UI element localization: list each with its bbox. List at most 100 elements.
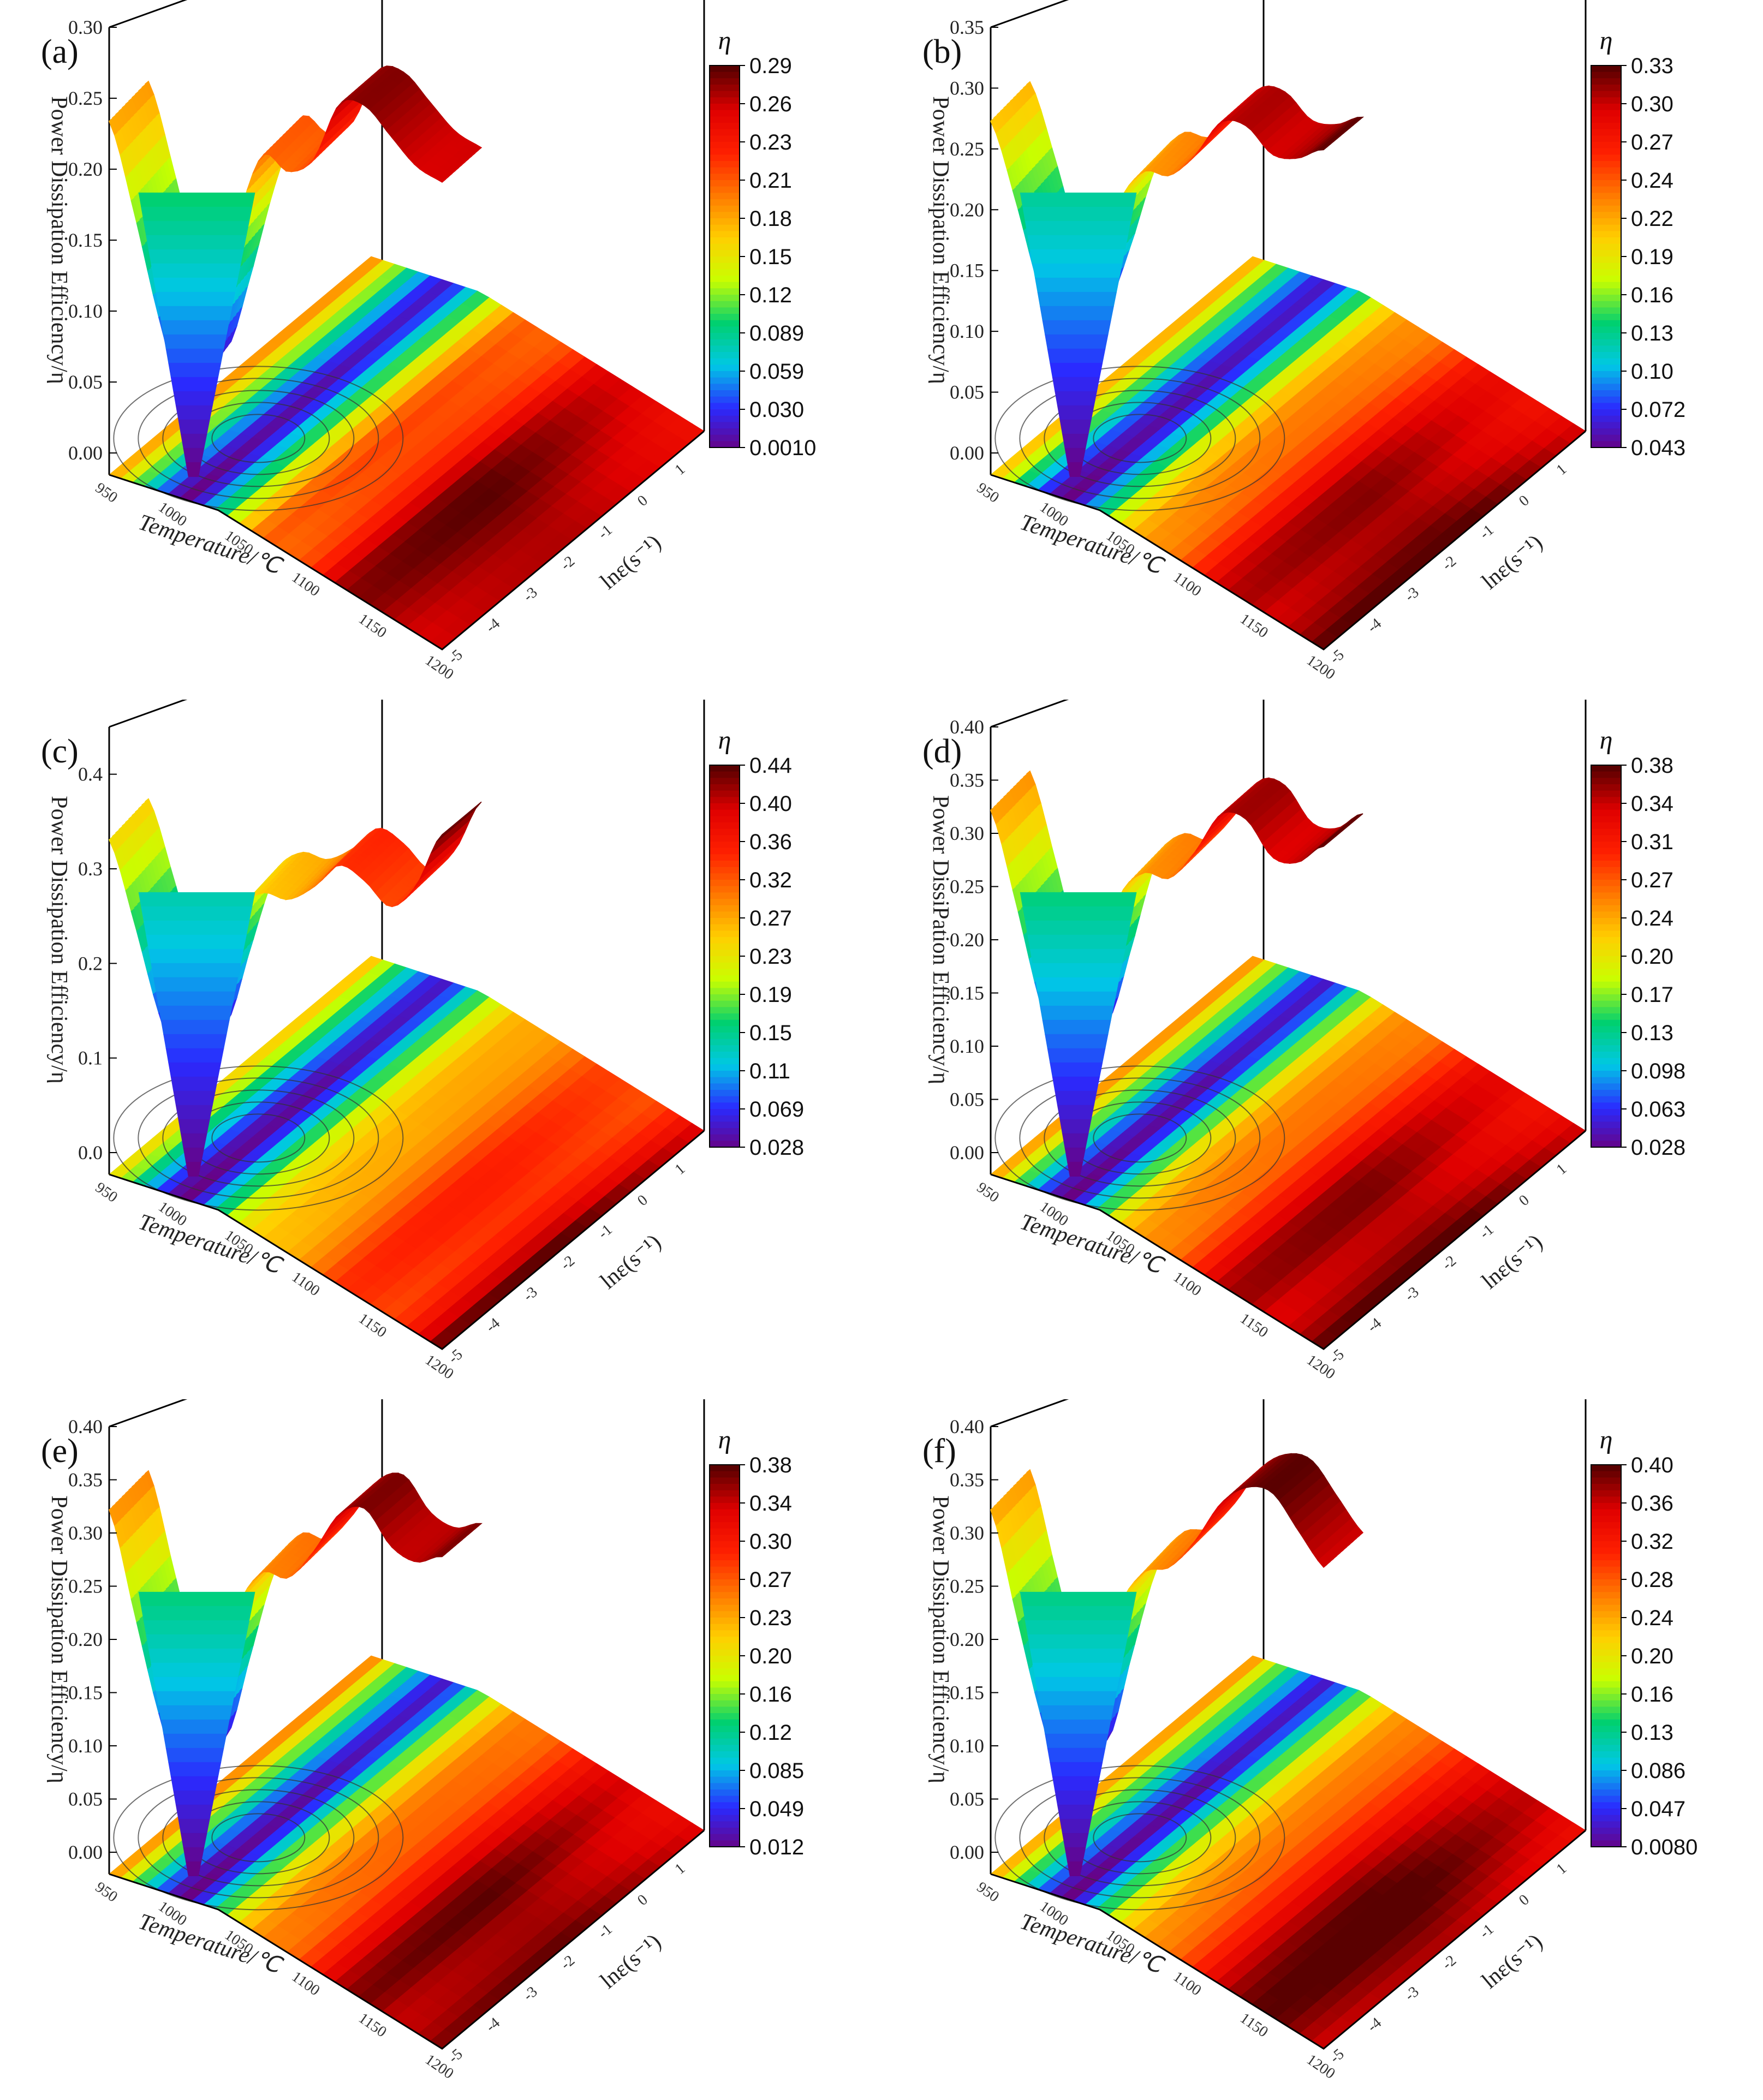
funnel-patch xyxy=(163,334,227,349)
colorbar-tick-label: 0.26 xyxy=(749,92,792,116)
funnel-patch xyxy=(173,391,216,406)
colorbar-segment xyxy=(710,842,740,849)
y-tick-label: -2 xyxy=(1439,553,1460,574)
panel-a: 0.00 0.05 0.10 0.15 0.20 0.25 0.30 Power Dissip… xyxy=(0,0,882,700)
colorbar-tick-label: 0.18 xyxy=(749,207,792,231)
funnel-patch xyxy=(1047,348,1106,363)
z-axis-ticks: 0.000.050.100.150.200.250.300.35 xyxy=(950,16,998,464)
colorbar-segment xyxy=(1591,237,1621,244)
colorbar-tick-label: 0.0010 xyxy=(749,436,816,460)
funnel-patch xyxy=(138,892,255,907)
colorbar-segment xyxy=(710,307,740,314)
funnel-patch xyxy=(1062,433,1089,449)
colorbar-segment xyxy=(710,1071,740,1078)
colorbar-segment xyxy=(710,116,740,123)
y-tick-label: -1 xyxy=(1476,522,1497,543)
z-tick-label: 0.10 xyxy=(68,300,103,322)
funnel-patch xyxy=(141,906,253,921)
colorbar-segment xyxy=(710,365,740,372)
colorbar-segment xyxy=(710,950,740,957)
colorbar-segment xyxy=(710,314,740,321)
colorbar-segment xyxy=(1591,218,1621,225)
colorbar-segment xyxy=(710,212,740,219)
colorbar-segment xyxy=(710,1134,740,1142)
colorbar-segment xyxy=(710,276,740,283)
funnel-patch xyxy=(151,963,241,978)
funnel-patch xyxy=(180,1133,207,1148)
colorbar-segment xyxy=(710,186,740,194)
colorbar-segment xyxy=(1591,441,1621,448)
colorbar-segment xyxy=(710,797,740,804)
colorbar-segment xyxy=(710,861,740,868)
funnel-patch xyxy=(168,1062,222,1077)
colorbar-segment xyxy=(710,930,740,938)
y-tick-label: -1 xyxy=(595,522,616,543)
colorbar-segment xyxy=(1591,262,1621,270)
colorbar-segment xyxy=(710,148,740,156)
contour-line xyxy=(211,1113,306,1163)
contour-line xyxy=(211,414,306,463)
funnel-patch xyxy=(1040,306,1114,321)
colorbar-segment xyxy=(710,409,740,416)
surface-patch xyxy=(472,144,483,151)
x-tick-label: 950 xyxy=(974,479,1002,506)
y-tick-label: -1 xyxy=(595,1221,616,1243)
z-axis-title: Power Dissipation Efficiency/η xyxy=(46,796,72,1083)
y-tick-label: 0 xyxy=(634,1191,651,1209)
colorbar-segment xyxy=(710,250,740,257)
y-tick-label: -4 xyxy=(483,1315,503,1336)
colorbar-segment xyxy=(710,441,740,448)
funnel-patch xyxy=(1027,235,1128,250)
funnel-patch xyxy=(186,1161,202,1177)
back-wall-top-edge xyxy=(109,700,188,728)
colorbar-segment xyxy=(710,1115,740,1123)
colorbar-segment xyxy=(710,224,740,232)
contour-line xyxy=(1019,1077,1261,1199)
funnel-patch xyxy=(143,920,250,935)
funnel-patch xyxy=(1020,192,1137,207)
y-tick-label: 0 xyxy=(634,492,651,510)
funnel-patch xyxy=(1045,334,1109,349)
z-tick-label: 0.25 xyxy=(68,87,103,109)
colorbar-tick-label: 0.32 xyxy=(749,868,792,892)
colorbar-segment xyxy=(710,803,740,810)
colorbar-segment xyxy=(710,1058,740,1065)
colorbar-segment xyxy=(710,911,740,918)
colorbar-segment xyxy=(1591,135,1621,142)
colorbar-segment xyxy=(710,269,740,276)
funnel-patch xyxy=(156,291,236,307)
colorbar-tick-label: 0.22 xyxy=(1631,207,1673,231)
colorbar: 0.290.260.230.210.180.150.120.0890.0590.… xyxy=(709,26,816,460)
funnel-patch xyxy=(170,1076,219,1091)
funnel-patch xyxy=(1052,377,1100,392)
colorbar-segment xyxy=(710,816,740,823)
colorbar-segment xyxy=(710,205,740,213)
funnel-patch xyxy=(148,948,244,964)
colorbar-segment xyxy=(1591,97,1621,104)
colorbar-segment xyxy=(710,1026,740,1033)
contour-line xyxy=(994,1065,1285,1211)
funnel-patch xyxy=(1067,462,1083,477)
colorbar-segment xyxy=(710,873,740,880)
funnel-patch xyxy=(146,934,247,950)
funnel-patch xyxy=(175,1105,213,1120)
colorbar-segment xyxy=(710,174,740,181)
colorbar-segment xyxy=(710,828,740,836)
z-tick-label: 0.25 xyxy=(950,138,984,160)
colorbar-segment xyxy=(710,1013,740,1021)
colorbar-segment xyxy=(1591,256,1621,264)
colorbar-segment xyxy=(710,282,740,289)
y-tick-label: -2 xyxy=(557,553,578,574)
x-tick-label: 1150 xyxy=(355,610,390,641)
colorbar-segment xyxy=(710,352,740,359)
colorbar-tick-label: 0.059 xyxy=(749,360,804,384)
contour-line xyxy=(162,1089,355,1187)
y-tick-label: -4 xyxy=(483,615,503,636)
z-tick-label: 0.10 xyxy=(950,320,984,342)
x-tick-label: 950 xyxy=(92,1179,121,1206)
colorbar-segment xyxy=(710,428,740,435)
funnel-patch xyxy=(1025,220,1131,236)
